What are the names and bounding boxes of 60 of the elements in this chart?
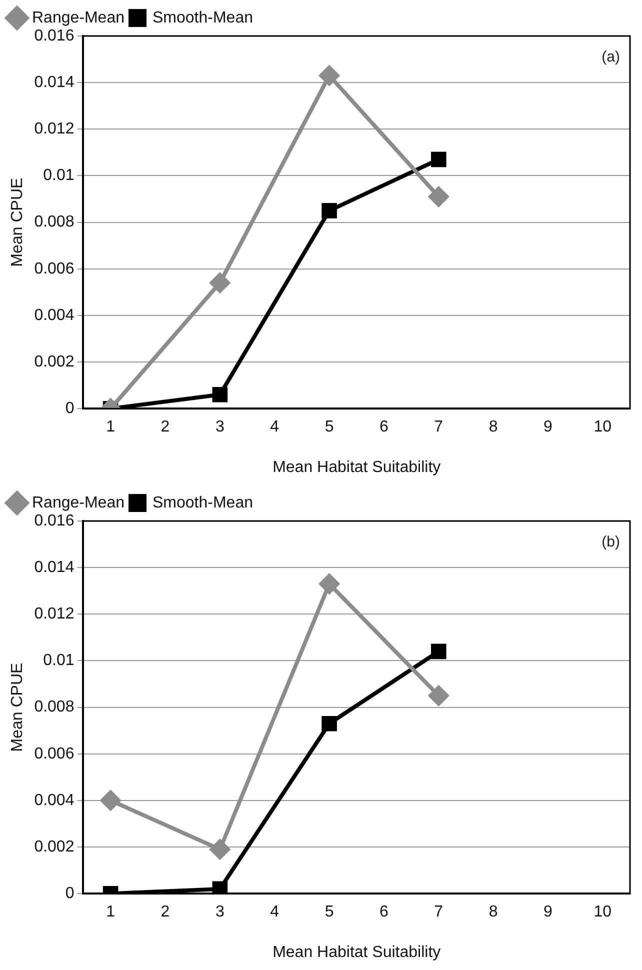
- x-tick-label: 3: [215, 418, 224, 436]
- x-tick-label: 2: [160, 904, 170, 921]
- point: [322, 716, 337, 732]
- y-tick-label: 0.004: [34, 306, 74, 324]
- point: [430, 152, 446, 168]
- x-tick-label: 1: [106, 904, 116, 921]
- point: [212, 386, 228, 402]
- x-tick-label: 10: [594, 418, 612, 436]
- y-tick-label: 0.008: [34, 698, 74, 716]
- point: [210, 272, 230, 293]
- x-tick-label: 6: [380, 418, 389, 436]
- y-tick-label: 0.002: [34, 838, 74, 856]
- y-tick-label: 0: [65, 885, 74, 902]
- x-axis-title: Mean Habitat Suitability: [272, 944, 441, 961]
- x-tick-label: 9: [544, 904, 553, 921]
- point: [319, 66, 340, 86]
- y-axis-title: Mean CPUE: [9, 662, 26, 752]
- x-tick-label: 6: [380, 904, 389, 921]
- y-tick-label: 0.01: [43, 652, 74, 670]
- x-tick-label: 3: [215, 904, 224, 921]
- y-axis-title: Mean CPUE: [9, 178, 26, 267]
- x-tick-label: 8: [488, 418, 498, 436]
- point: [319, 574, 340, 594]
- y-tick-label: 0.006: [34, 260, 74, 278]
- x-tick-label: 1: [106, 418, 116, 436]
- point: [428, 686, 449, 706]
- x-tick-label: 7: [434, 418, 444, 436]
- point: [428, 186, 449, 207]
- y-tick-label: 0.014: [34, 558, 74, 576]
- y-tick-label: 0.016: [34, 512, 74, 530]
- legend-label: Range-Mean: [32, 9, 124, 26]
- y-tick-label: 0.01: [43, 167, 74, 184]
- y-tick-label: 0.002: [34, 353, 74, 370]
- x-tick-label: 5: [324, 904, 334, 921]
- y-tick-label: 0.012: [34, 120, 74, 138]
- annotation: (a): [602, 48, 620, 66]
- point: [100, 790, 121, 810]
- y-tick-label: 0: [65, 400, 74, 418]
- x-tick-label: 2: [160, 418, 170, 436]
- y-tick-label: 0.016: [34, 27, 74, 44]
- point: [430, 644, 446, 660]
- y-tick-label: 0.012: [34, 606, 74, 623]
- x-tick-label: 10: [594, 904, 612, 921]
- legend-label: Smooth-Mean: [152, 494, 253, 512]
- x-tick-label: 4: [270, 418, 280, 436]
- y-tick-label: 0.006: [34, 745, 74, 762]
- point: [322, 203, 337, 218]
- x-tick-label: 4: [270, 904, 280, 921]
- y-tick-label: 0.014: [34, 74, 74, 91]
- legend-label: Smooth-Mean: [152, 9, 253, 26]
- x-tick-label: 5: [324, 418, 334, 436]
- x-tick-label: 8: [488, 904, 498, 921]
- legend-label: Range-Mean: [32, 494, 124, 512]
- x-axis-title: Mean Habitat Suitability: [272, 458, 441, 476]
- x-tick-label: 9: [544, 418, 553, 436]
- annotation: (b): [602, 534, 620, 551]
- x-tick-label: 7: [434, 904, 444, 921]
- y-tick-label: 0.008: [34, 214, 74, 231]
- point: [210, 839, 230, 860]
- y-tick-label: 0.004: [34, 792, 74, 809]
